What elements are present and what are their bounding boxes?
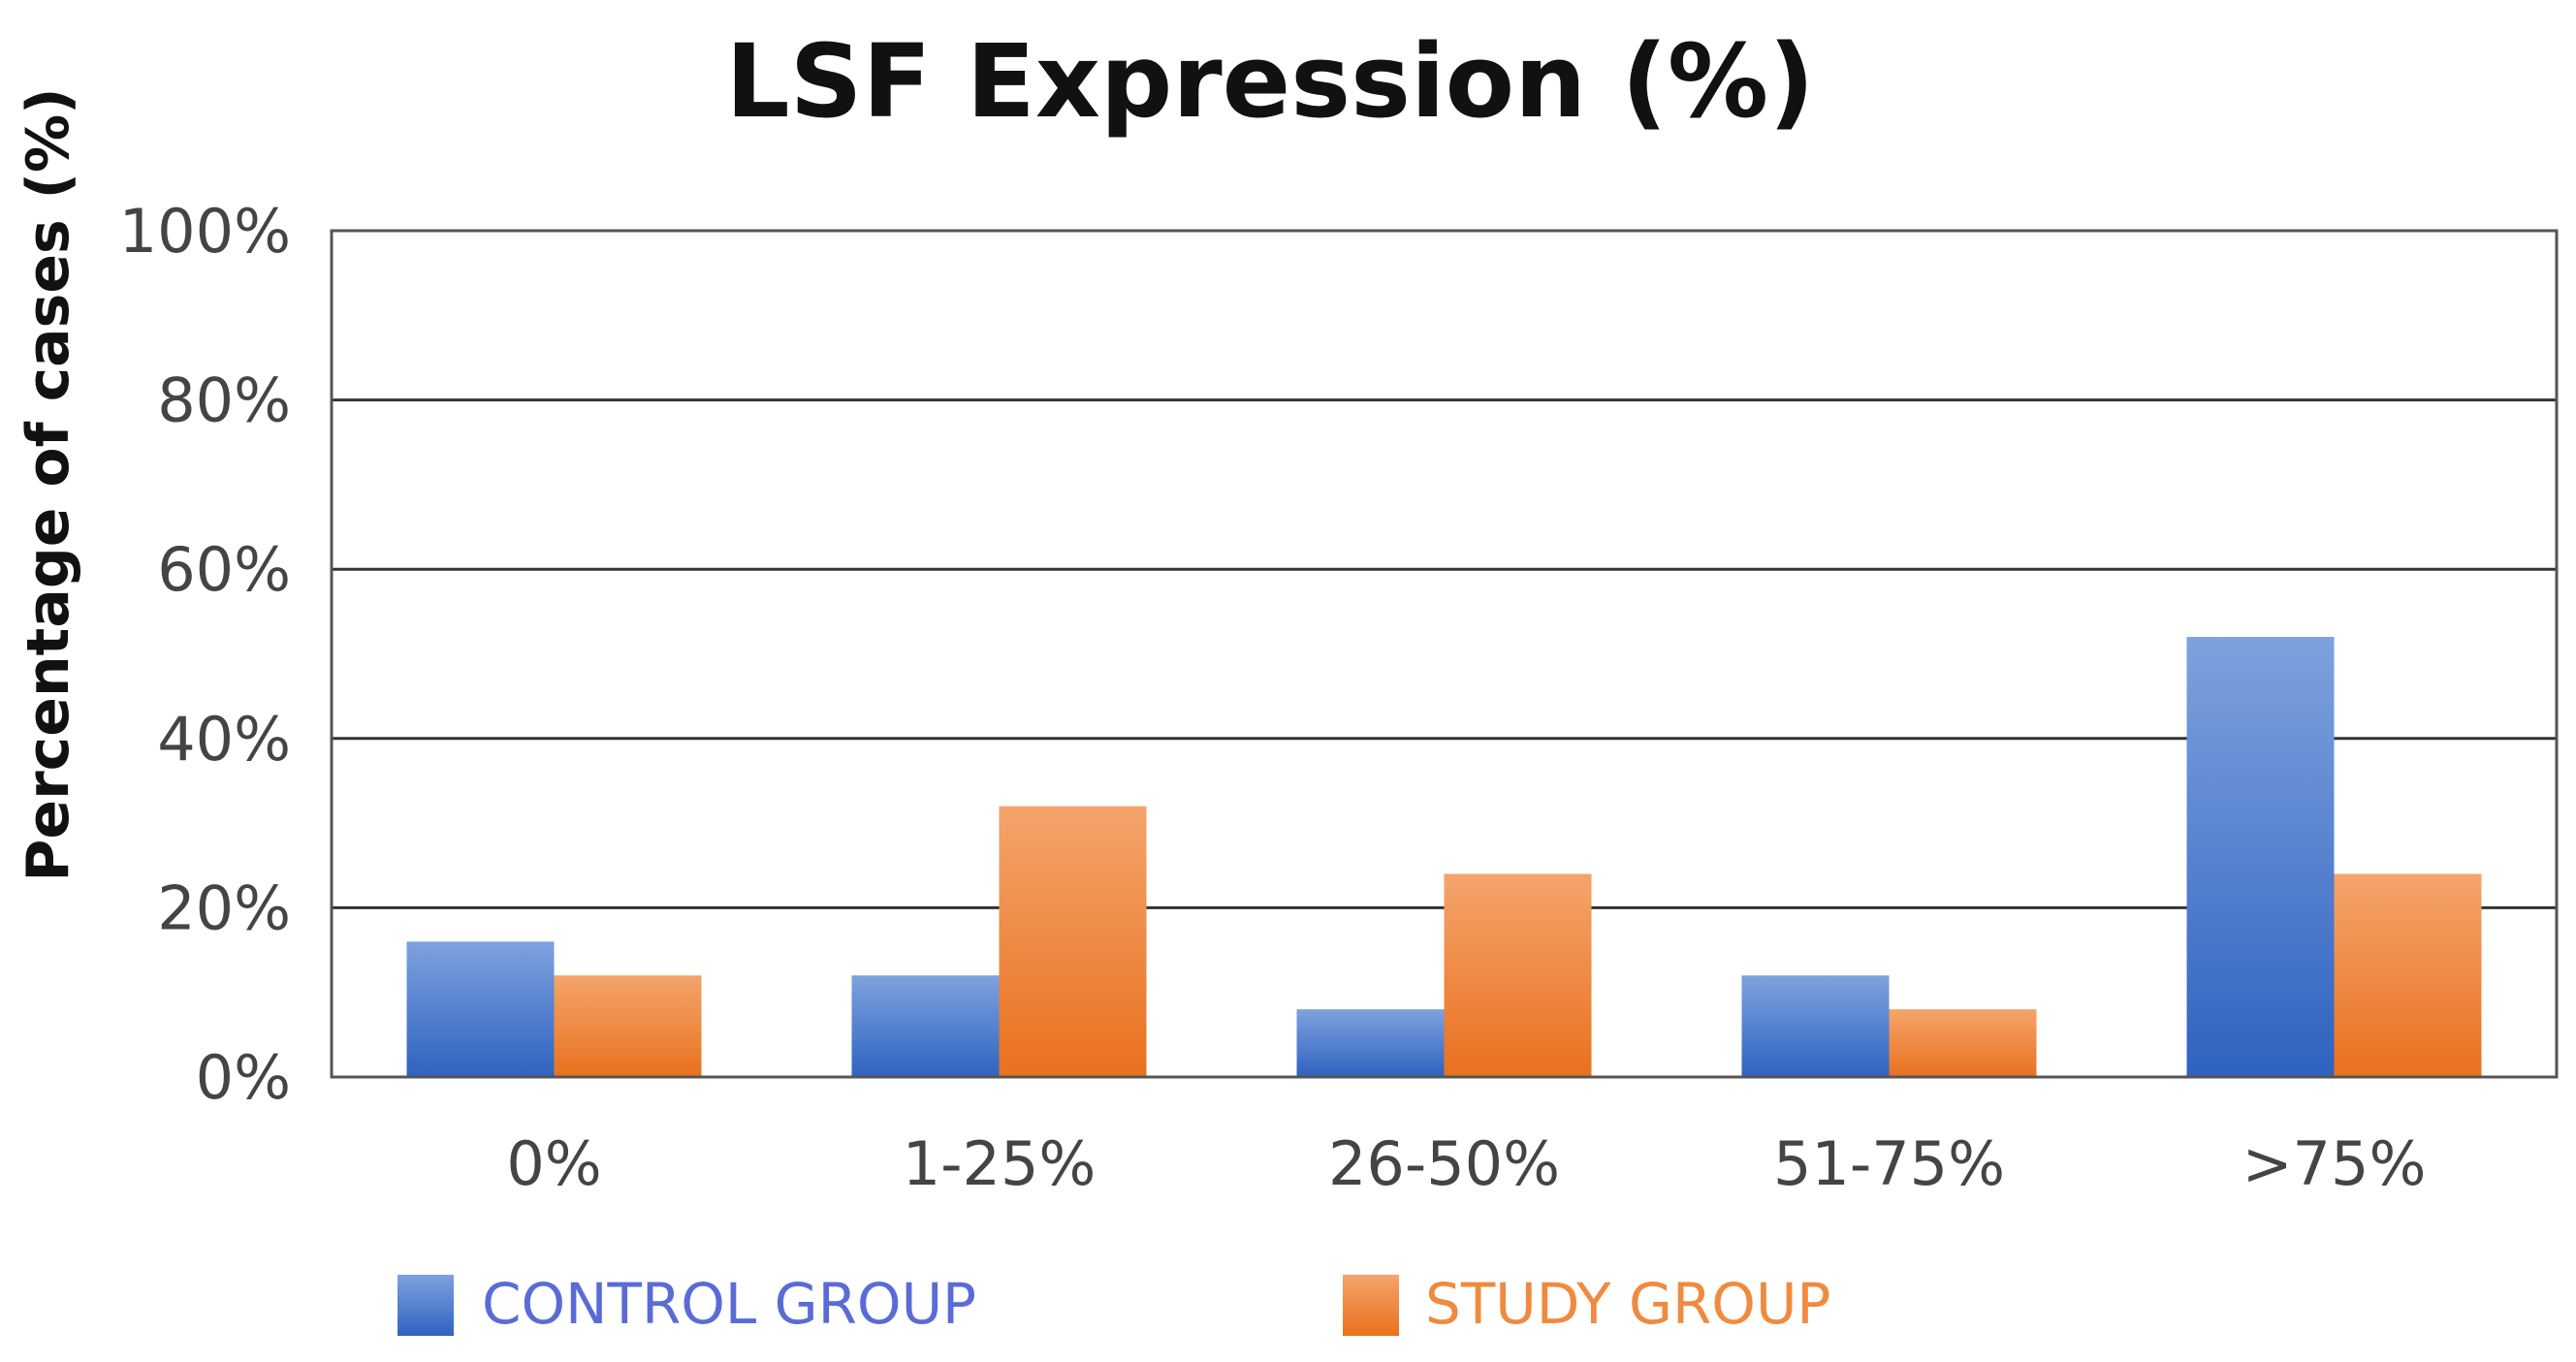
legend-swatch-control bbox=[398, 1275, 454, 1336]
bar-study-2 bbox=[1444, 873, 1592, 1077]
x-tick-label: 1-25% bbox=[903, 1128, 1097, 1199]
y-tick-label: 60% bbox=[157, 534, 291, 605]
x-tick-label: 51-75% bbox=[1773, 1128, 2005, 1199]
y-tick-label: 0% bbox=[196, 1042, 291, 1113]
bar-control-4 bbox=[2186, 637, 2335, 1077]
bar-control-1 bbox=[851, 975, 1000, 1077]
y-tick-label: 100% bbox=[119, 196, 291, 267]
bars bbox=[406, 637, 2482, 1077]
bar-control-3 bbox=[1741, 975, 1890, 1077]
bar-control-0 bbox=[406, 941, 555, 1077]
legend-swatch-study bbox=[1343, 1275, 1399, 1336]
x-tick-label: >75% bbox=[2242, 1128, 2427, 1199]
bar-study-4 bbox=[2334, 873, 2482, 1077]
plot-frame bbox=[330, 229, 2559, 1079]
x-tick-label: 0% bbox=[506, 1128, 601, 1199]
bar-study-3 bbox=[1889, 1009, 2037, 1077]
x-tick-labels: 0% 1-25% 26-50% 51-75% >75% bbox=[506, 1128, 2426, 1199]
x-tick-label: 26-50% bbox=[1328, 1128, 1560, 1199]
y-axis-label: Percentage of cases (%) bbox=[15, 87, 82, 881]
y-tick-label: 20% bbox=[157, 872, 291, 943]
bar-study-0 bbox=[554, 975, 702, 1077]
bar-control-2 bbox=[1296, 1009, 1445, 1077]
y-tick-label: 80% bbox=[157, 365, 291, 436]
legend: CONTROL GROUP STUDY GROUP bbox=[398, 1271, 1830, 1337]
y-tick-labels: 0% 20% 40% 60% 80% 100% bbox=[119, 196, 291, 1113]
bar-study-1 bbox=[999, 806, 1147, 1077]
legend-label-study: STUDY GROUP bbox=[1425, 1271, 1830, 1337]
legend-label-control: CONTROL GROUP bbox=[482, 1271, 976, 1337]
chart-title: LSF Expression (%) bbox=[725, 22, 1814, 141]
y-tick-label: 40% bbox=[157, 704, 291, 775]
